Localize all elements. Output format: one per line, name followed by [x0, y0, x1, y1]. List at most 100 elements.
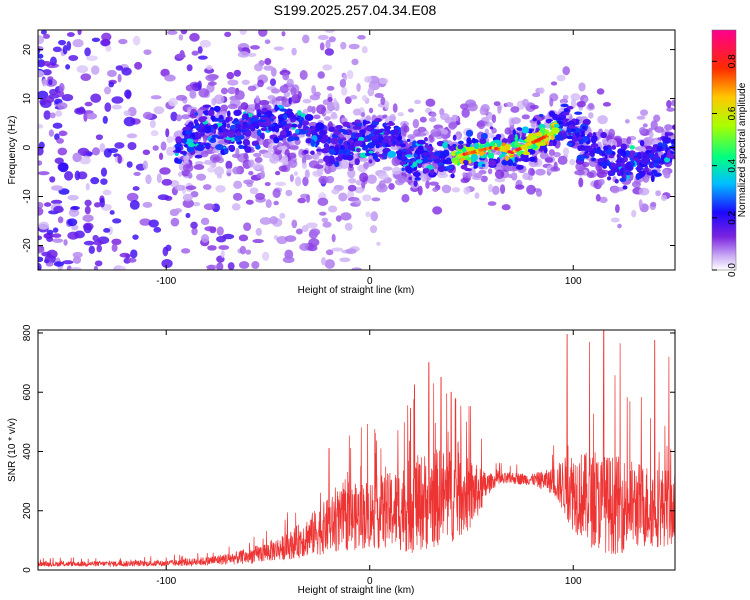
spectrogram-blob	[642, 123, 648, 128]
spectrogram-blob	[424, 142, 429, 149]
page-title: S199.2025.257.04.34.E08	[273, 2, 437, 18]
spectrogram-blob	[193, 118, 199, 125]
spectrogram-blob	[512, 129, 516, 136]
spectrogram-blob	[638, 187, 650, 196]
spectrogram-blob	[325, 175, 335, 184]
spectrogram-blob	[505, 102, 514, 108]
spectrogram-blob	[416, 139, 426, 145]
spectrogram-blob	[425, 180, 430, 189]
spectrogram-blob	[625, 150, 631, 158]
spectrogram-blob	[283, 114, 288, 120]
spectrogram-blob	[213, 105, 221, 112]
spectrogram-blob	[220, 87, 228, 95]
spectrogram-blob	[275, 96, 285, 102]
spectrogram-blob	[405, 159, 412, 163]
spectrogram-blob	[72, 38, 84, 48]
spectrogram-blob	[94, 202, 101, 208]
spectrogram-blob	[522, 98, 529, 107]
spectrogram-y-tick-label: -20	[22, 238, 33, 253]
spectrogram-blob	[242, 124, 249, 129]
spectrogram-blob	[243, 152, 249, 160]
spectrogram-blob	[290, 118, 296, 123]
spectrogram-blob	[324, 259, 335, 269]
spectrogram-blob	[480, 175, 488, 183]
spectrogram-blob	[324, 30, 336, 34]
spectrogram-blob	[42, 69, 52, 76]
spectrogram-blob	[473, 142, 480, 150]
spectrogram-blob	[574, 170, 585, 176]
spectrogram-blob	[321, 147, 329, 154]
spectrogram-blob	[415, 170, 420, 179]
spectrogram-blob	[442, 159, 449, 164]
spectrogram-blob	[514, 134, 519, 142]
spectrogram-blob	[563, 108, 569, 113]
spectrogram-blob	[604, 154, 608, 160]
spectrogram-blob	[245, 113, 249, 121]
spectrogram-blob	[297, 197, 307, 204]
spectrogram-blob	[466, 137, 472, 145]
spectrogram-blob	[38, 235, 43, 241]
spectrogram-blob	[267, 95, 276, 100]
spectrogram-blob	[119, 252, 130, 258]
spectrogram-blob	[305, 194, 311, 203]
spectrogram-blob	[107, 226, 113, 235]
spectrogram-blob	[324, 48, 334, 56]
spectrogram-blob	[194, 154, 203, 159]
spectrogram-blob	[631, 161, 635, 167]
spectrogram-blob	[412, 161, 418, 168]
spectrogram-blob	[667, 149, 671, 157]
spectrogram-blob	[67, 218, 78, 227]
spectrogram-blob	[271, 125, 276, 132]
spectrogram-blob	[622, 185, 628, 190]
spectrogram-blob	[272, 188, 281, 199]
spectrogram-blob	[203, 203, 215, 211]
spectrogram-blob	[279, 212, 286, 219]
spectrogram-blob	[265, 110, 273, 117]
spectrogram-blob	[653, 114, 661, 123]
spectrogram-blob	[55, 110, 63, 117]
spectrogram-blob	[53, 261, 65, 267]
spectrogram-blob	[303, 149, 309, 155]
spectrogram-blob	[378, 180, 386, 190]
spectrogram-blob	[252, 239, 264, 244]
spectrogram-blob	[553, 124, 560, 128]
spectrogram-blob	[347, 184, 357, 192]
spectrogram-blob	[324, 116, 331, 121]
spectrogram-blob	[83, 240, 95, 246]
spectrogram-blob	[257, 79, 264, 88]
spectrogram-blob	[111, 238, 122, 246]
spectrogram-blob	[165, 244, 172, 252]
spectrogram-blob	[629, 145, 635, 150]
spectrogram-blob	[520, 154, 526, 162]
spectrogram-blob	[218, 118, 223, 123]
spectrogram-blob	[212, 123, 218, 130]
spectrogram-blob	[526, 184, 536, 195]
spectrogram-blob	[620, 167, 625, 173]
spectrogram-blob	[616, 157, 625, 162]
spectrogram-blob	[434, 155, 440, 160]
spectrogram-blob	[86, 112, 98, 120]
spectrogram-blob	[83, 112, 88, 122]
spectrogram-blob	[582, 118, 591, 126]
spectrogram-blob	[481, 163, 486, 167]
spectrogram-blob	[596, 88, 605, 95]
spectrogram-blob	[49, 88, 58, 96]
spectrogram-blob	[38, 221, 50, 230]
spectrogram-blob	[474, 192, 480, 199]
spectrogram-x-tick-label: 0	[367, 276, 373, 287]
spectrogram-blob	[111, 104, 122, 110]
spectrogram-blob	[212, 128, 217, 135]
spectrogram-blob	[499, 184, 506, 195]
spectrogram-blob	[307, 105, 313, 113]
spectrogram-blob	[38, 53, 44, 59]
spectrogram-blob	[313, 114, 321, 120]
spectrogram-blob	[49, 176, 56, 183]
spectrogram-blob	[362, 194, 372, 202]
spectrogram-blob	[142, 160, 148, 170]
spectrogram-blob	[584, 147, 594, 152]
spectrogram-blob	[182, 193, 193, 202]
spectrogram-blob	[337, 149, 344, 155]
spectrogram-blob	[640, 109, 649, 117]
spectrogram-blob	[556, 117, 564, 121]
spectrogram-blob	[306, 131, 311, 137]
